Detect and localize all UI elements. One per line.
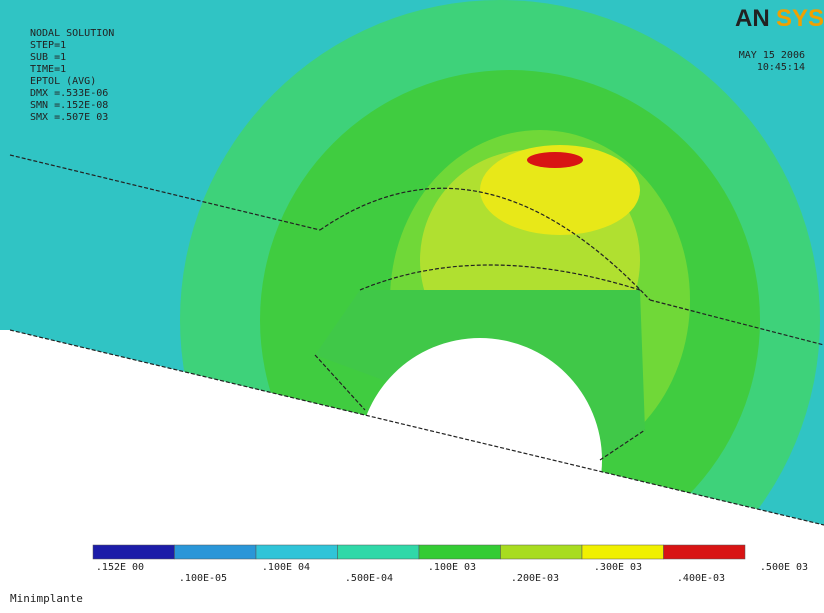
legend-label: .100E 03 — [428, 562, 476, 573]
legend-label: .500E 03 — [760, 562, 808, 573]
legend-swatch — [175, 545, 257, 559]
ansys-screenshot: AN SYS MAY 15 2006 10:45:14 Minimplante … — [0, 0, 824, 613]
header-line: EPTOL (AVG) — [30, 76, 96, 87]
logo-an: AN — [735, 5, 770, 32]
legend-swatch — [256, 545, 338, 559]
legend-swatch — [419, 545, 501, 559]
legend-label: .100E-05 — [179, 573, 227, 584]
contour-red — [527, 152, 583, 168]
legend-swatch — [338, 545, 420, 559]
legend-swatch — [501, 545, 583, 559]
header-line: SMX =.507E 03 — [30, 112, 108, 123]
header-line: TIME=1 — [30, 64, 66, 75]
time: 10:45:14 — [757, 62, 805, 73]
header-line: SMN =.152E-08 — [30, 100, 108, 111]
legend-swatch — [93, 545, 175, 559]
legend-label: .300E 03 — [594, 562, 642, 573]
header-line: SUB =1 — [30, 52, 66, 63]
header-line: STEP=1 — [30, 40, 66, 51]
legend-label: .200E-03 — [511, 573, 559, 584]
header-line: NODAL SOLUTION — [30, 28, 114, 39]
caption: Minimplante — [10, 592, 83, 605]
header-line: DMX =.533E-06 — [30, 88, 108, 99]
legend-label: .152E 00 — [96, 562, 144, 573]
legend-label: .500E-04 — [345, 573, 393, 584]
legend-swatch — [664, 545, 746, 559]
legend-swatch — [582, 545, 664, 559]
legend-label: .400E-03 — [677, 573, 725, 584]
logo-sys: SYS — [776, 5, 824, 32]
legend-label: .100E 04 — [262, 562, 310, 573]
date: MAY 15 2006 — [739, 50, 805, 61]
